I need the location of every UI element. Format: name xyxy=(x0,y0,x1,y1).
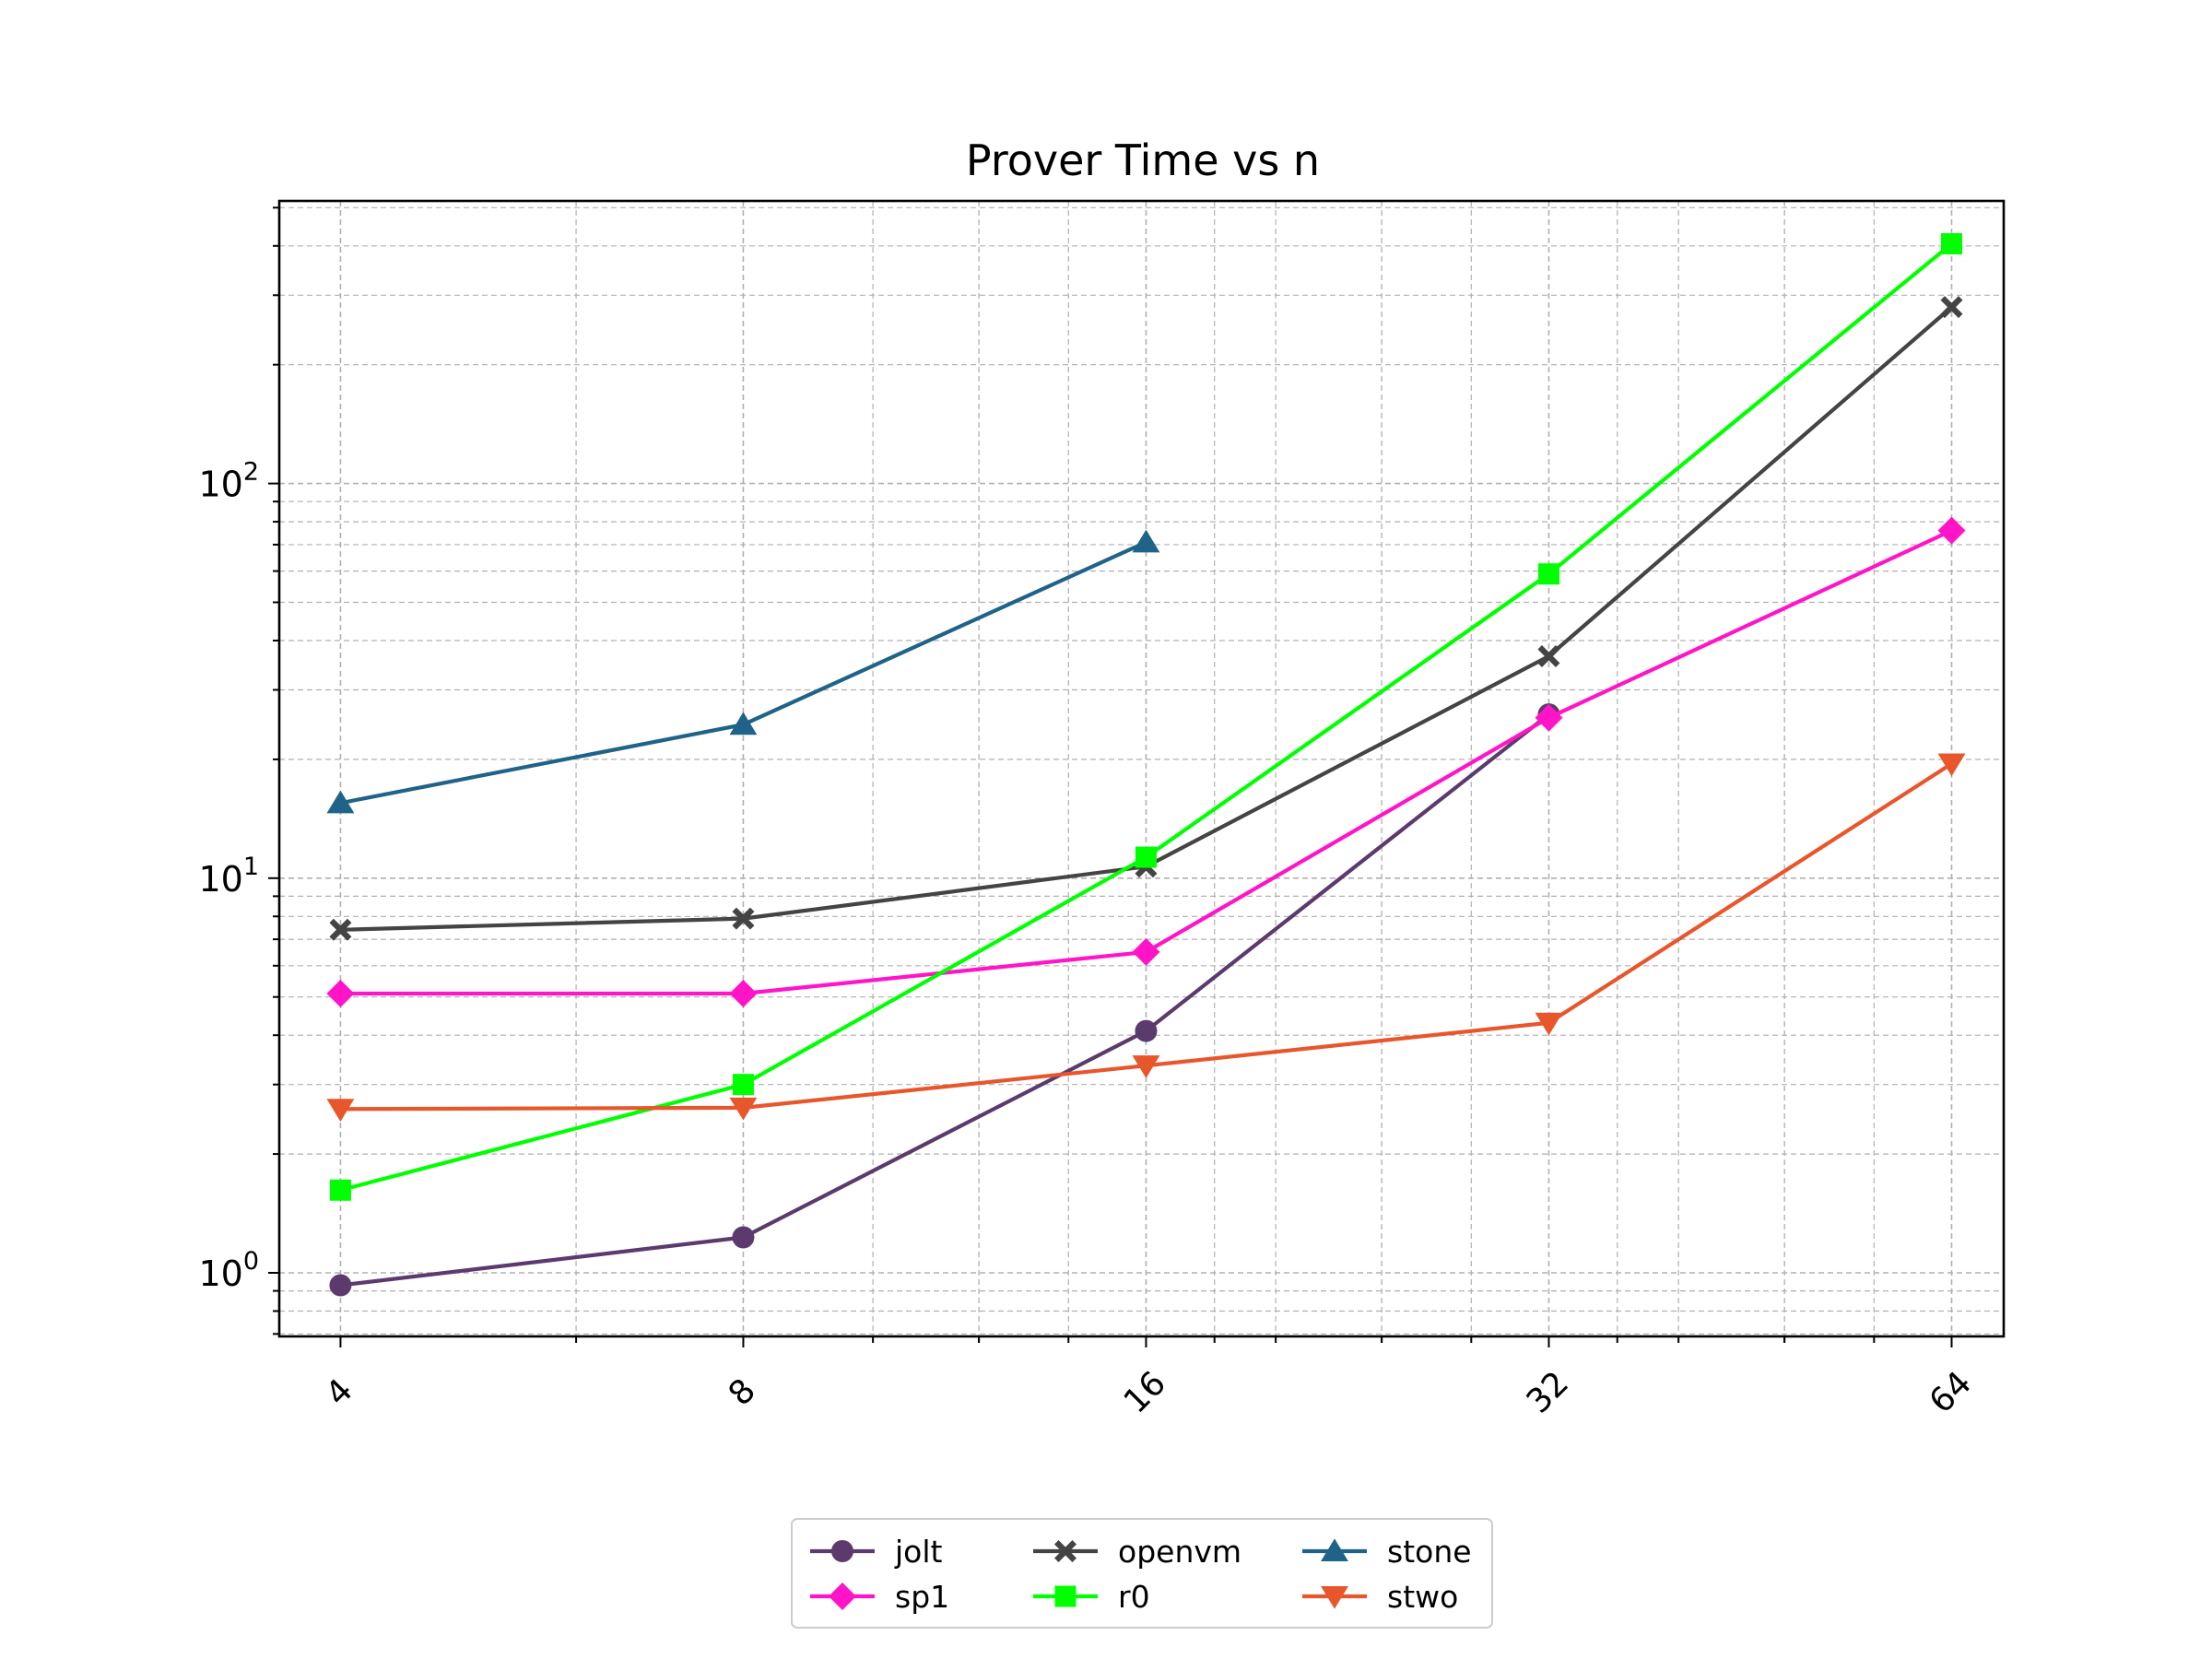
series-layer xyxy=(326,232,1966,1297)
data-point-stwo xyxy=(1535,1012,1563,1036)
x-tick-label: 8 xyxy=(722,1371,763,1413)
legend-marker xyxy=(1054,1540,1077,1562)
legend-label: r0 xyxy=(1118,1579,1150,1615)
data-point-r0 xyxy=(732,1074,754,1096)
data-point-r0 xyxy=(1537,563,1559,585)
data-point-r0 xyxy=(1941,232,1963,254)
legend-item-stone[interactable]: stone xyxy=(1302,1534,1472,1570)
legend-label: stone xyxy=(1387,1534,1472,1570)
legend-marker xyxy=(1321,1585,1348,1609)
series-jolt xyxy=(329,703,1560,1297)
y-tick-exponent: 1 xyxy=(243,853,259,881)
legend[interactable]: jolt sp1 openvm r0 stone stwo xyxy=(791,1518,1493,1629)
legend-label: jolt xyxy=(894,1534,943,1570)
series-line-jolt xyxy=(340,712,1550,1288)
y-tick-exponent: 2 xyxy=(243,458,259,487)
legend-item-jolt[interactable]: jolt xyxy=(810,1534,943,1570)
grid xyxy=(279,201,2004,1336)
data-point-sp1 xyxy=(1132,937,1160,966)
legend-label: stwo xyxy=(1387,1579,1458,1615)
data-point-openvm xyxy=(1537,645,1560,668)
legend-marker xyxy=(1321,1538,1348,1562)
data-point-stone xyxy=(326,790,355,814)
data-point-stwo xyxy=(729,1097,758,1121)
legend-item-stwo[interactable]: stwo xyxy=(1302,1579,1458,1615)
chart-title: Prover Time vs n xyxy=(966,135,1320,185)
data-point-r0 xyxy=(1135,846,1157,868)
data-point-sp1 xyxy=(326,980,355,1008)
y-tick-exponent: 0 xyxy=(243,1247,259,1276)
data-point-sp1 xyxy=(1535,703,1563,732)
y-tick-label: 102 xyxy=(198,458,259,505)
data-point-stwo xyxy=(1132,1055,1160,1078)
legend-item-r0[interactable]: r0 xyxy=(1033,1579,1150,1615)
y-tick-base: 10 xyxy=(198,1253,242,1294)
data-point-r0 xyxy=(329,1179,351,1201)
legend-label: sp1 xyxy=(895,1579,949,1615)
legend-marker xyxy=(1054,1585,1077,1607)
data-point-sp1 xyxy=(1937,516,1966,545)
y-tick-label: 100 xyxy=(198,1247,259,1294)
data-point-stwo xyxy=(1937,753,1966,777)
legend-item-openvm[interactable]: openvm xyxy=(1033,1534,1241,1570)
y-tick-base: 10 xyxy=(198,465,242,505)
x-tick-label: 16 xyxy=(1117,1364,1173,1420)
data-point-jolt xyxy=(329,1274,352,1297)
x-tick-label: 32 xyxy=(1520,1364,1576,1420)
y-tick-label: 101 xyxy=(198,853,259,900)
y-tick-base: 10 xyxy=(198,859,242,900)
legend-box xyxy=(791,1518,1493,1629)
series-sp1 xyxy=(326,516,1966,1008)
data-point-openvm xyxy=(732,907,755,930)
data-point-stone xyxy=(1132,529,1160,553)
legend-marker xyxy=(829,1583,856,1610)
series-stone xyxy=(326,529,1160,814)
series-r0 xyxy=(329,232,1963,1201)
data-point-openvm xyxy=(329,918,352,941)
x-tick-label: 4 xyxy=(319,1371,360,1413)
data-point-sp1 xyxy=(729,980,758,1008)
x-tick-label: 64 xyxy=(1923,1364,1979,1420)
data-point-stwo xyxy=(326,1099,355,1122)
legend-marker xyxy=(831,1540,853,1562)
data-point-jolt xyxy=(1135,1019,1158,1042)
data-point-openvm xyxy=(1940,296,1963,319)
plot-frame xyxy=(277,199,2006,1338)
data-point-jolt xyxy=(732,1226,755,1249)
series-stwo xyxy=(326,753,1966,1122)
legend-item-sp1[interactable]: sp1 xyxy=(810,1579,949,1615)
legend-label: openvm xyxy=(1118,1534,1241,1570)
data-point-stone xyxy=(729,712,758,735)
